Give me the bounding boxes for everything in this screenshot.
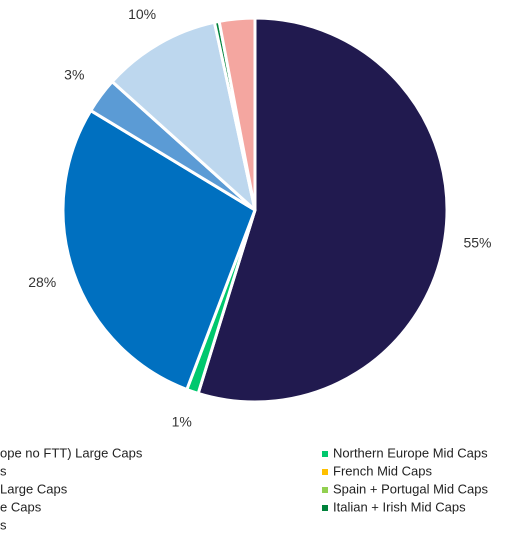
- data-label: 1%: [172, 413, 192, 429]
- data-label: 28%: [28, 274, 56, 290]
- legend-label: Italian + Irish Mid Caps: [333, 499, 466, 514]
- data-label: 55%: [463, 234, 491, 250]
- data-label: 10%: [128, 6, 156, 22]
- legend-label: s: [0, 463, 7, 478]
- data-label: 3%: [64, 67, 84, 83]
- pie-slice: [196, 16, 449, 404]
- legend-label: Spain + Portugal Mid Caps: [333, 481, 489, 496]
- legend-label: ope no FTT) Large Caps: [0, 445, 143, 460]
- legend-marker: [322, 469, 328, 475]
- legend-marker: [322, 505, 328, 511]
- legend-marker: [322, 487, 328, 493]
- legend-label: s: [0, 517, 7, 532]
- pie-slice: [217, 16, 257, 212]
- pie-slice: [110, 20, 257, 212]
- legend-label: e Caps: [0, 499, 42, 514]
- legend-marker: [322, 451, 328, 457]
- legend-label: Large Caps: [0, 481, 68, 496]
- legend-label: Northern Europe Mid Caps: [333, 445, 488, 460]
- pie-slice: [61, 109, 257, 391]
- legend-label: French Mid Caps: [333, 463, 432, 478]
